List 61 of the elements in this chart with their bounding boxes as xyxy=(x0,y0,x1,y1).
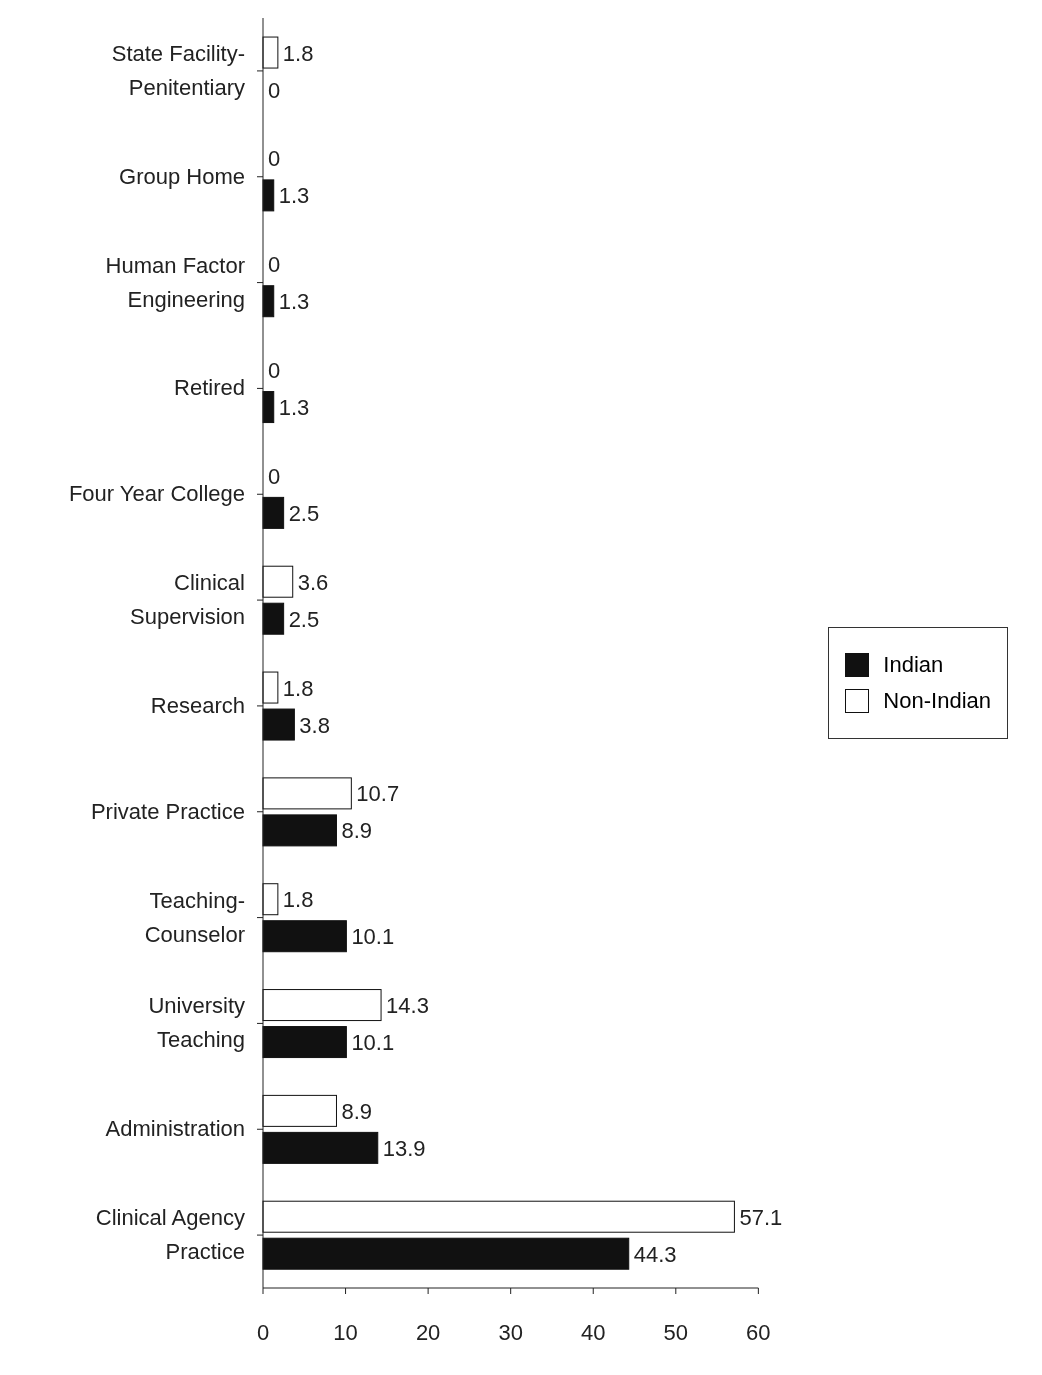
bar xyxy=(262,777,352,810)
legend-label: Non-Indian xyxy=(883,688,991,714)
y-tick-label: Administration xyxy=(105,1116,245,1142)
x-tick-label: 50 xyxy=(663,1319,689,1345)
y-tick-label: State Facility- Penitentiary xyxy=(111,40,245,100)
y-tick-label: Teaching- Counselor xyxy=(144,887,245,947)
bar xyxy=(262,989,382,1022)
bar xyxy=(262,1026,347,1059)
data-label: 10.1 xyxy=(351,1030,395,1056)
data-label: 3.6 xyxy=(297,569,329,595)
y-tick-label: Four Year College xyxy=(68,481,245,507)
data-label: 1.8 xyxy=(282,40,314,66)
y-tick-label: Human Factor Engineering xyxy=(105,252,245,312)
data-label: 0 xyxy=(268,252,281,278)
data-label: 10.7 xyxy=(356,781,400,807)
data-label: 2.5 xyxy=(288,500,320,526)
y-tick-label: Clinical Agency Practice xyxy=(95,1205,245,1265)
bar xyxy=(262,1237,630,1270)
data-label: 8.9 xyxy=(341,1098,373,1124)
y-tick-label: Retired xyxy=(174,375,245,401)
data-label: 13.9 xyxy=(382,1135,426,1161)
y-tick-label: Clinical Supervision xyxy=(130,570,245,630)
data-label: 57.1 xyxy=(739,1204,783,1230)
x-tick-label: 60 xyxy=(746,1319,771,1345)
data-label: 1.8 xyxy=(282,675,314,701)
y-tick-label: Research xyxy=(150,692,245,718)
data-label: 1.3 xyxy=(278,183,310,209)
bar xyxy=(262,1094,337,1127)
x-tick-label: 10 xyxy=(333,1319,358,1345)
bar xyxy=(262,920,347,953)
x-tick-label: 0 xyxy=(256,1319,270,1345)
data-label: 0 xyxy=(268,146,281,172)
y-tick-label: Private Practice xyxy=(90,798,245,824)
bar xyxy=(262,565,294,598)
data-label: 1.3 xyxy=(278,289,310,315)
y-tick-label: University Teaching xyxy=(148,993,245,1053)
bar xyxy=(262,36,279,69)
legend-label: Indian xyxy=(883,652,944,678)
bar xyxy=(262,602,285,635)
bar xyxy=(262,496,285,529)
data-label: 0 xyxy=(268,463,281,489)
x-tick-label: 30 xyxy=(498,1319,523,1345)
data-label: 3.8 xyxy=(299,712,330,738)
bar xyxy=(262,1200,735,1233)
bar xyxy=(262,1131,379,1164)
x-tick-label: 20 xyxy=(415,1319,441,1345)
data-label: 14.3 xyxy=(386,993,429,1019)
data-label: 1.3 xyxy=(278,395,310,421)
bar xyxy=(262,814,337,847)
bar xyxy=(262,671,279,704)
data-label: 8.9 xyxy=(341,818,373,844)
bar xyxy=(262,883,279,916)
x-tick-label: 40 xyxy=(581,1319,606,1345)
data-label: 10.1 xyxy=(351,924,395,950)
data-label: 1.8 xyxy=(282,887,314,913)
data-label: 2.5 xyxy=(288,606,320,632)
data-label: 44.3 xyxy=(633,1241,677,1267)
y-tick-label: Group Home xyxy=(119,163,245,189)
bar xyxy=(262,708,295,741)
data-label: 0 xyxy=(268,358,281,384)
data-label: 0 xyxy=(268,77,281,103)
